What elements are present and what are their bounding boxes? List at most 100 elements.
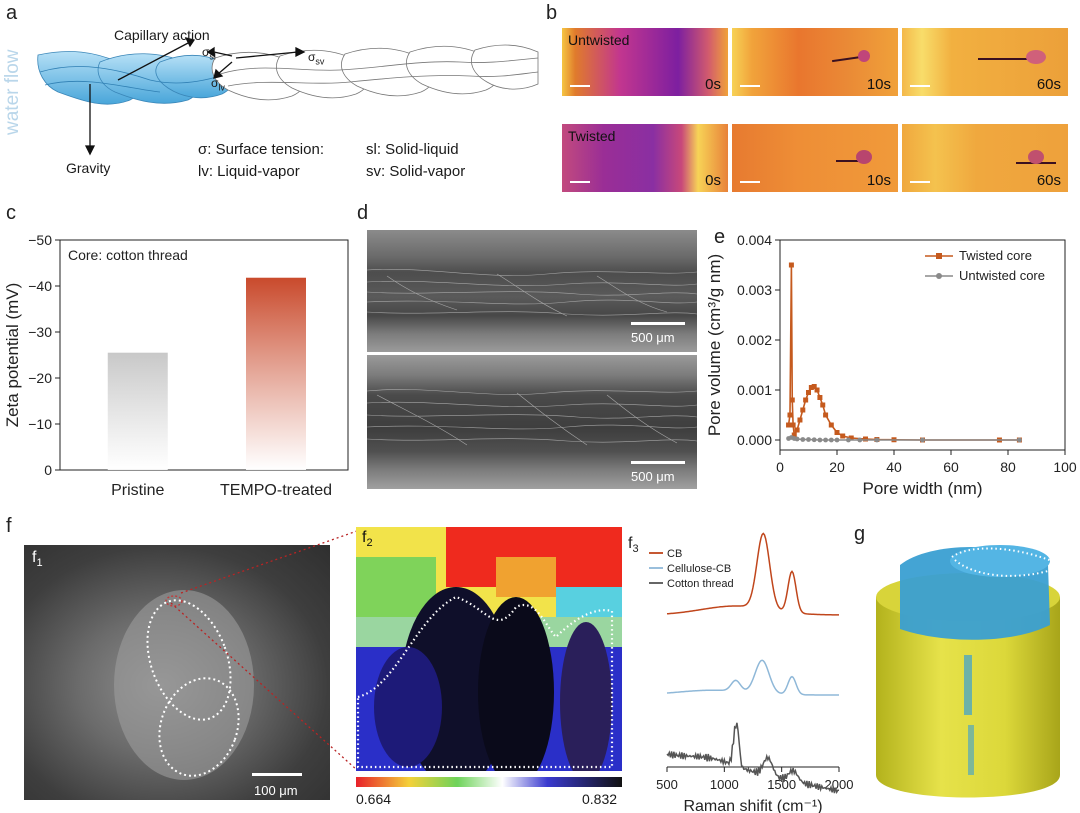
sem-image-bottom: 500 μm [367,355,697,489]
data-point [803,397,809,403]
scale-bar [570,181,590,183]
dry-yarn-section [211,44,539,101]
sigma-sl-label: σsl [202,45,216,62]
data-point [857,437,863,443]
y-axis-label: Pore volume (cm³/g nm) [705,254,724,436]
x-tick-label: 100 [1053,459,1077,475]
legend-label: Cotton thread [667,578,734,590]
y-tick-label: 0.001 [737,382,772,398]
panel-label-g: g [854,523,866,545]
data-point [811,384,817,389]
panel-label-f: f [6,515,12,537]
scale-bar [252,773,302,776]
data-point [820,402,826,408]
scale-bar [570,85,590,87]
legend-liquid-vapor: lv: Liquid-vapor [198,163,300,180]
x-tick-label: 500 [656,777,678,792]
x-tick-label: 60 [943,459,959,475]
plot-frame [779,239,1066,451]
sigma-lv-label: σlv [211,76,225,93]
legend-label: Cellulose-CB [667,563,731,575]
data-point [794,436,800,442]
tag-untwisted: Untwisted [568,32,630,48]
f1-label: f1 [32,549,43,570]
spectrum-line [666,722,840,795]
legend-surface-tension: σ: Surface tension: [198,141,324,158]
chart-annotation: Core: cotton thread [68,247,188,263]
data-point [794,427,800,433]
tag-twisted: Twisted [568,128,616,144]
data-point [823,412,829,418]
pore-volume-chart: 0 20 40 60 80 100 0.000 0.001 0.002 0.003 0.004 Twi… [705,232,1077,498]
data-point [817,437,823,443]
legend-marker [936,253,942,259]
x-tick-label: 40 [886,459,902,475]
y-tick-label: −30 [28,324,52,340]
scale-bar [910,85,930,87]
data-point [811,437,817,443]
spectrum-line [666,659,840,696]
scale-text: 500 μm [631,469,675,484]
gravity-label: Gravity [66,160,111,176]
time-label: 60s [1036,172,1061,189]
data-point [863,436,868,442]
scale-text: 500 μm [631,330,675,345]
data-point [788,262,794,268]
panel-c: c 0 −10 −20 −30 −40 −50 Pristine TEMPO-treated Z… [0,200,355,505]
data-point [920,437,925,443]
f2-raman-map: f2 [356,527,622,771]
thermal-twisted-60s: 60s [902,124,1068,192]
data-point [800,437,806,442]
series-line [788,436,1020,441]
legend-label: Untwisted core [959,268,1045,283]
sem-image-top: 500 μm [367,230,697,352]
legend-label: Twisted core [959,248,1032,263]
x-tick-label: 1000 [710,777,739,792]
data-point [814,387,820,393]
x-axis-label: Raman shifit (cm⁻¹) [683,798,822,813]
thermal-untwisted-60s: 60s [902,28,1068,96]
y-tick-label: 0.002 [737,332,772,348]
data-point [846,437,851,443]
3d-reconstruction [876,545,1060,798]
thermal-twisted-10s: 10s [732,124,898,192]
panel-e: e 0 20 40 60 80 100 0.000 0.001 0.002 0.003 0.004 T… [700,200,1080,505]
y-tick-label: −50 [28,232,52,248]
data-point [806,437,811,442]
y-tick-label: 0.003 [737,282,772,298]
data-point [789,397,795,403]
panel-d: d 500 μm [355,200,700,505]
scale-bar [631,322,685,325]
y-tick-label: −20 [28,370,52,386]
data-point [828,437,834,443]
thermal-untwisted-10s: 10s [732,28,898,96]
f3-label: f3 [628,535,639,556]
panel-label-b: b [546,2,558,24]
panel-g: g [854,505,1080,813]
wet-yarn-section [37,51,235,105]
x-tick-label: TEMPO-treated [220,482,332,499]
bar-tempo-treated [246,277,306,470]
data-point [787,412,793,418]
x-axis-label: Pore width (nm) [863,479,983,498]
scale-bar [631,461,685,464]
panel-b: b Untwisted 0s 10s 60s Twisted 0s 10s 60… [540,0,1080,200]
scale-bar [740,181,760,183]
bar-pristine [107,352,168,470]
data-point [797,417,803,423]
f2-label: f2 [362,529,373,550]
data-point [808,385,814,390]
data-point [834,437,840,443]
y-tick-label: −10 [28,416,52,432]
capillary-action-label: Capillary action [114,27,210,43]
x-tick-label: 0 [776,459,784,475]
data-point [790,422,796,428]
data-point [828,422,834,428]
y-tick-label: 0 [44,462,52,478]
data-point [806,390,811,395]
time-label: 60s [1036,76,1061,93]
zeta-potential-chart: 0 −10 −20 −30 −40 −50 Pristine TEMPO-treated Zet… [3,232,349,499]
panel-label-e: e [714,226,726,248]
data-point [840,433,846,439]
